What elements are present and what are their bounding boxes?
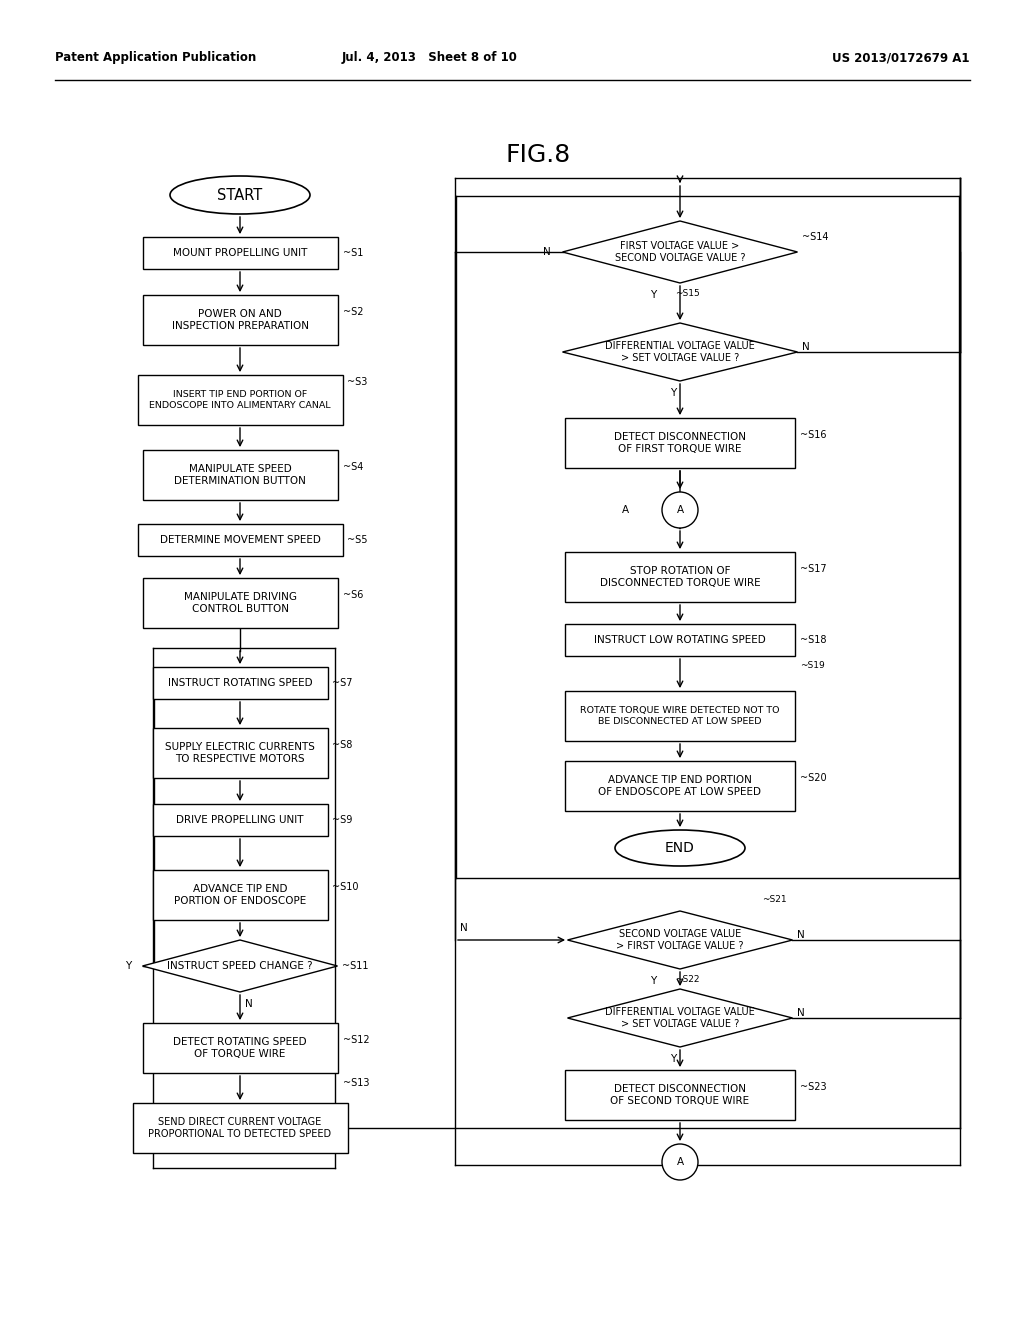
Text: ~S8: ~S8 <box>332 741 352 750</box>
Text: SECOND VOLTAGE VALUE
> FIRST VOLTAGE VALUE ?: SECOND VOLTAGE VALUE > FIRST VOLTAGE VAL… <box>616 929 743 950</box>
FancyBboxPatch shape <box>153 870 328 920</box>
FancyBboxPatch shape <box>137 375 342 425</box>
Text: MOUNT PROPELLING UNIT: MOUNT PROPELLING UNIT <box>173 248 307 257</box>
Text: MANIPULATE DRIVING
CONTROL BUTTON: MANIPULATE DRIVING CONTROL BUTTON <box>183 593 297 614</box>
Text: A: A <box>677 506 684 515</box>
FancyBboxPatch shape <box>142 1023 338 1073</box>
FancyBboxPatch shape <box>142 294 338 345</box>
Polygon shape <box>562 220 798 282</box>
FancyBboxPatch shape <box>565 552 795 602</box>
Ellipse shape <box>615 830 745 866</box>
FancyBboxPatch shape <box>565 1071 795 1119</box>
Text: STOP ROTATION OF
DISCONNECTED TORQUE WIRE: STOP ROTATION OF DISCONNECTED TORQUE WIR… <box>600 566 760 587</box>
Text: ~S9: ~S9 <box>332 814 352 825</box>
Circle shape <box>662 492 698 528</box>
FancyBboxPatch shape <box>142 578 338 628</box>
Text: MANIPULATE SPEED
DETERMINATION BUTTON: MANIPULATE SPEED DETERMINATION BUTTON <box>174 465 306 486</box>
Text: ~S19: ~S19 <box>800 661 824 671</box>
Text: N: N <box>460 923 468 933</box>
Text: A: A <box>622 506 629 515</box>
Text: INSERT TIP END PORTION OF
ENDOSCOPE INTO ALIMENTARY CANAL: INSERT TIP END PORTION OF ENDOSCOPE INTO… <box>150 391 331 409</box>
Text: DIFFERENTIAL VOLTAGE VALUE
> SET VOLTAGE VALUE ?: DIFFERENTIAL VOLTAGE VALUE > SET VOLTAGE… <box>605 341 755 363</box>
Text: INSTRUCT SPEED CHANGE ?: INSTRUCT SPEED CHANGE ? <box>167 961 312 972</box>
Text: N: N <box>245 999 253 1008</box>
Text: DRIVE PROPELLING UNIT: DRIVE PROPELLING UNIT <box>176 814 304 825</box>
Text: FIRST VOLTAGE VALUE >
SECOND VOLTAGE VALUE ?: FIRST VOLTAGE VALUE > SECOND VOLTAGE VAL… <box>614 242 745 263</box>
Text: Y: Y <box>650 290 656 300</box>
Text: DETERMINE MOVEMENT SPEED: DETERMINE MOVEMENT SPEED <box>160 535 321 545</box>
Text: ~S18: ~S18 <box>800 635 826 645</box>
FancyBboxPatch shape <box>153 729 328 777</box>
Polygon shape <box>567 911 793 969</box>
Text: ~S12: ~S12 <box>342 1035 369 1045</box>
FancyBboxPatch shape <box>132 1104 347 1152</box>
Polygon shape <box>567 989 793 1047</box>
Text: ~S7: ~S7 <box>332 678 352 688</box>
Text: ~S6: ~S6 <box>342 590 362 601</box>
Text: A: A <box>677 1158 684 1167</box>
Text: ~S15: ~S15 <box>675 289 699 297</box>
Text: ~S4: ~S4 <box>342 462 362 473</box>
FancyBboxPatch shape <box>137 524 342 556</box>
Text: N: N <box>797 1008 805 1018</box>
Text: ~S16: ~S16 <box>800 430 826 440</box>
Text: ~S21: ~S21 <box>762 895 786 903</box>
FancyBboxPatch shape <box>565 690 795 741</box>
Text: Jul. 4, 2013   Sheet 8 of 10: Jul. 4, 2013 Sheet 8 of 10 <box>342 51 518 65</box>
Text: START: START <box>217 187 262 202</box>
Text: ~S22: ~S22 <box>675 974 699 983</box>
Text: INSTRUCT ROTATING SPEED: INSTRUCT ROTATING SPEED <box>168 678 312 688</box>
Text: Y: Y <box>670 1053 676 1064</box>
FancyBboxPatch shape <box>153 804 328 836</box>
Polygon shape <box>142 940 338 993</box>
Polygon shape <box>562 323 798 381</box>
Text: US 2013/0172679 A1: US 2013/0172679 A1 <box>833 51 970 65</box>
Text: ~S13: ~S13 <box>342 1078 369 1088</box>
FancyBboxPatch shape <box>565 418 795 469</box>
Text: ~S11: ~S11 <box>342 961 369 972</box>
Text: END: END <box>665 841 695 855</box>
Ellipse shape <box>170 176 310 214</box>
Text: ~S14: ~S14 <box>802 232 828 242</box>
FancyBboxPatch shape <box>565 624 795 656</box>
FancyBboxPatch shape <box>142 450 338 500</box>
Text: POWER ON AND
INSPECTION PREPARATION: POWER ON AND INSPECTION PREPARATION <box>171 309 308 331</box>
Text: SUPPLY ELECTRIC CURRENTS
TO RESPECTIVE MOTORS: SUPPLY ELECTRIC CURRENTS TO RESPECTIVE M… <box>165 742 315 764</box>
Circle shape <box>662 1144 698 1180</box>
Text: ~S3: ~S3 <box>347 378 368 387</box>
FancyBboxPatch shape <box>565 762 795 810</box>
Text: ~S10: ~S10 <box>332 882 358 892</box>
Text: DETECT DISCONNECTION
OF SECOND TORQUE WIRE: DETECT DISCONNECTION OF SECOND TORQUE WI… <box>610 1084 750 1106</box>
Text: SEND DIRECT CURRENT VOLTAGE
PROPORTIONAL TO DETECTED SPEED: SEND DIRECT CURRENT VOLTAGE PROPORTIONAL… <box>148 1117 332 1139</box>
Text: ADVANCE TIP END PORTION
OF ENDOSCOPE AT LOW SPEED: ADVANCE TIP END PORTION OF ENDOSCOPE AT … <box>598 775 762 797</box>
Text: DETECT DISCONNECTION
OF FIRST TORQUE WIRE: DETECT DISCONNECTION OF FIRST TORQUE WIR… <box>614 432 746 454</box>
Text: ~S17: ~S17 <box>800 564 826 574</box>
Text: DIFFERENTIAL VOLTAGE VALUE
> SET VOLTAGE VALUE ?: DIFFERENTIAL VOLTAGE VALUE > SET VOLTAGE… <box>605 1007 755 1028</box>
Text: Patent Application Publication: Patent Application Publication <box>55 51 256 65</box>
Text: FIG.8: FIG.8 <box>505 143 570 168</box>
Text: Y: Y <box>670 388 676 399</box>
Text: ~S20: ~S20 <box>800 774 826 783</box>
Text: ~S1: ~S1 <box>342 248 362 257</box>
FancyBboxPatch shape <box>142 238 338 269</box>
Text: ADVANCE TIP END
PORTION OF ENDOSCOPE: ADVANCE TIP END PORTION OF ENDOSCOPE <box>174 884 306 906</box>
FancyBboxPatch shape <box>153 667 328 700</box>
Text: ~S2: ~S2 <box>342 308 362 317</box>
Text: N: N <box>802 342 810 352</box>
Text: ROTATE TORQUE WIRE DETECTED NOT TO
BE DISCONNECTED AT LOW SPEED: ROTATE TORQUE WIRE DETECTED NOT TO BE DI… <box>581 706 779 726</box>
Text: N: N <box>543 247 551 257</box>
Text: ~S23: ~S23 <box>800 1082 826 1092</box>
Text: INSTRUCT LOW ROTATING SPEED: INSTRUCT LOW ROTATING SPEED <box>594 635 766 645</box>
Text: N: N <box>797 931 805 940</box>
Text: DETECT ROTATING SPEED
OF TORQUE WIRE: DETECT ROTATING SPEED OF TORQUE WIRE <box>173 1038 307 1059</box>
Text: Y: Y <box>650 975 656 986</box>
Text: ~S5: ~S5 <box>347 535 368 545</box>
Text: Y: Y <box>125 961 131 972</box>
